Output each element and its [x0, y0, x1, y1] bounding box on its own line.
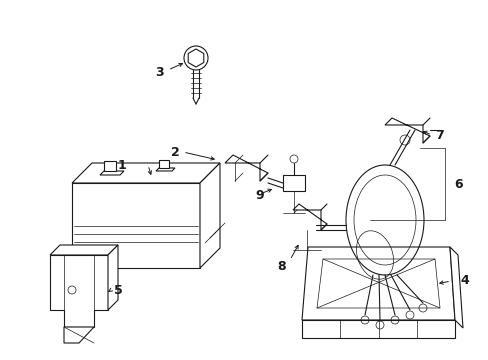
- Polygon shape: [159, 160, 169, 168]
- Polygon shape: [283, 175, 305, 191]
- Polygon shape: [302, 320, 454, 338]
- Polygon shape: [156, 168, 175, 171]
- Polygon shape: [108, 245, 118, 310]
- Text: 2: 2: [170, 145, 179, 158]
- Polygon shape: [104, 161, 116, 171]
- Polygon shape: [449, 247, 462, 328]
- Text: 3: 3: [155, 66, 164, 78]
- Polygon shape: [224, 155, 267, 181]
- Polygon shape: [188, 49, 203, 67]
- Text: 9: 9: [255, 189, 264, 202]
- Polygon shape: [72, 183, 200, 268]
- Polygon shape: [100, 171, 124, 175]
- Polygon shape: [292, 204, 326, 230]
- Text: 5: 5: [113, 284, 122, 297]
- Text: 6: 6: [454, 177, 462, 190]
- Text: 7: 7: [435, 129, 444, 141]
- Polygon shape: [64, 327, 94, 343]
- Polygon shape: [302, 247, 454, 320]
- Text: 4: 4: [460, 274, 468, 287]
- Polygon shape: [50, 245, 118, 255]
- Polygon shape: [384, 118, 429, 143]
- Text: 8: 8: [277, 261, 286, 274]
- Polygon shape: [72, 163, 220, 183]
- Polygon shape: [200, 163, 220, 268]
- Text: 1: 1: [118, 158, 126, 171]
- Polygon shape: [50, 255, 108, 327]
